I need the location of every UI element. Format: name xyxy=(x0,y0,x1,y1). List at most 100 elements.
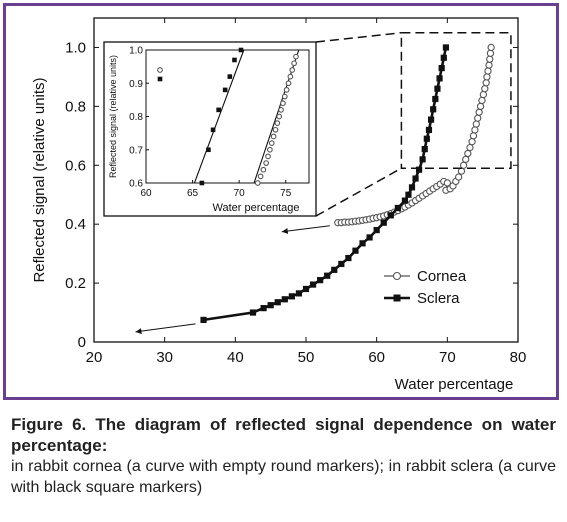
data-point-cornea xyxy=(462,155,470,164)
inset-data-point-cornea xyxy=(267,146,273,153)
inset-x-tick-label: 65 xyxy=(187,188,199,199)
inset-plot: 60 65 70 75 0.6 0.7 0.8 0.9 1.0 Water percentage R… xyxy=(103,41,317,217)
inset-y-axis-label: Reflected signal (relative units) xyxy=(108,55,118,178)
data-point-sclera xyxy=(405,191,412,198)
data-point-cornea xyxy=(479,90,488,99)
y-tick-label: 1.0 xyxy=(65,39,86,56)
data-point-cornea xyxy=(464,149,472,158)
figure-frame: 20 30 40 50 60 70 80 0 0.2 0.4 0.6 0.8 1.0 Water perc… xyxy=(3,3,559,400)
inset-data-point-sclera xyxy=(222,87,228,93)
x-tick-label: 20 xyxy=(86,349,103,366)
data-point-cornea xyxy=(471,126,479,134)
inset-data-point-sclera xyxy=(216,107,221,113)
data-point-sclera xyxy=(434,85,441,92)
data-point-sclera xyxy=(430,106,437,113)
data-point-sclera xyxy=(432,95,439,103)
data-point-cornea xyxy=(469,132,478,140)
y-axis-label: Reflected signal (relative units) xyxy=(31,77,48,282)
data-point-sclera xyxy=(366,234,373,241)
x-tick-label: 70 xyxy=(439,349,456,366)
x-tick-label: 50 xyxy=(298,349,315,366)
data-point-sclera xyxy=(438,64,445,72)
y-tick-label: 0.2 xyxy=(65,275,86,292)
data-point-cornea xyxy=(475,108,483,116)
data-point-cornea xyxy=(454,173,463,181)
zoom-connector-top xyxy=(315,31,402,43)
inset-x-tick-label: 75 xyxy=(280,188,292,199)
inset-data-point-cornea xyxy=(268,140,275,146)
caption-title: Figure 6. The diagram of reflected signa… xyxy=(11,415,556,455)
data-point-sclera xyxy=(408,184,416,191)
data-point-cornea xyxy=(443,179,451,187)
data-point-sclera xyxy=(302,285,310,293)
data-point-sclera xyxy=(267,302,274,309)
data-point-cornea xyxy=(486,55,494,63)
data-point-cornea xyxy=(478,96,486,105)
inset-y-tick-label: 0.6 xyxy=(129,179,143,190)
data-point-sclera xyxy=(436,75,443,82)
y-tick-label: 0.6 xyxy=(65,157,86,174)
data-point-cornea xyxy=(474,114,482,122)
inset-data-point-cornea xyxy=(285,80,292,87)
inset-data-point-cornea xyxy=(263,160,270,166)
data-point-sclera xyxy=(412,175,419,182)
data-point-sclera xyxy=(401,197,409,204)
figure-caption: Figure 6. The diagram of reflected signa… xyxy=(11,414,556,498)
data-point-cornea xyxy=(482,79,490,87)
inset-data-point-cornea xyxy=(293,53,299,60)
data-point-sclera xyxy=(345,254,352,262)
data-point-sclera xyxy=(309,281,317,288)
data-point-sclera xyxy=(260,305,267,312)
inset-data-point-sclera xyxy=(210,127,216,133)
inset-y-tick-label: 0.7 xyxy=(129,145,143,156)
inset-data-point-sclera xyxy=(232,57,237,63)
inset-data-point-cornea xyxy=(265,153,271,160)
y-tick-label: 0 xyxy=(78,334,86,351)
inset-fit-line-sclera xyxy=(193,49,245,184)
data-point-sclera xyxy=(423,135,430,142)
inset-data-point-cornea xyxy=(291,60,297,67)
inset-data-point-cornea xyxy=(260,166,267,173)
data-point-sclera xyxy=(373,226,380,234)
data-point-cornea xyxy=(472,120,480,128)
x-tick-label: 30 xyxy=(156,349,173,366)
inset-legend-marker-cornea xyxy=(157,67,163,73)
data-point-sclera xyxy=(249,309,257,316)
inset-data-point-cornea xyxy=(280,100,286,107)
inset-data-point-sclera xyxy=(238,47,244,53)
data-point-cornea xyxy=(481,85,489,93)
inset-data-point-cornea xyxy=(287,73,294,80)
data-point-sclera xyxy=(425,126,433,134)
inset-y-tick-label: 1.0 xyxy=(129,46,143,57)
y-tick-label: 0.8 xyxy=(65,98,86,115)
data-point-cornea xyxy=(486,49,495,57)
data-point-sclera xyxy=(288,293,295,300)
inset-frame xyxy=(103,41,317,217)
x-axis-label: Water percentage xyxy=(395,376,514,393)
data-point-sclera xyxy=(200,316,207,324)
inset-y-tick-label: 0.9 xyxy=(129,79,143,90)
data-point-cornea xyxy=(487,43,495,52)
data-point-sclera xyxy=(338,260,345,268)
data-point-sclera xyxy=(317,277,324,284)
data-point-sclera xyxy=(421,145,428,153)
legend-marker-cornea xyxy=(392,271,402,281)
data-point-sclera xyxy=(387,212,394,219)
inset-x-axis-label: Water percentage xyxy=(212,202,299,214)
arrow-cornea xyxy=(281,225,330,234)
zoom-region-box xyxy=(400,31,512,169)
inset-data-point-cornea xyxy=(276,113,283,120)
inset-data-point-cornea xyxy=(257,173,264,180)
data-point-sclera xyxy=(281,296,288,303)
data-point-cornea xyxy=(459,161,468,169)
inset-data-point-cornea xyxy=(254,180,261,186)
data-point-sclera xyxy=(415,166,423,173)
inset-legend-marker-sclera xyxy=(157,76,163,82)
data-point-cornea xyxy=(466,143,474,152)
legend-label-cornea: Cornea xyxy=(417,268,467,285)
series-line-cornea xyxy=(337,47,492,224)
x-tick-label: 60 xyxy=(368,349,385,366)
x-tick-label: 80 xyxy=(510,349,527,366)
main-plot: 20 30 40 50 60 70 80 0 0.2 0.4 0.6 0.8 1.0 Water perc… xyxy=(31,17,527,393)
x-tick-label: 40 xyxy=(227,349,244,366)
